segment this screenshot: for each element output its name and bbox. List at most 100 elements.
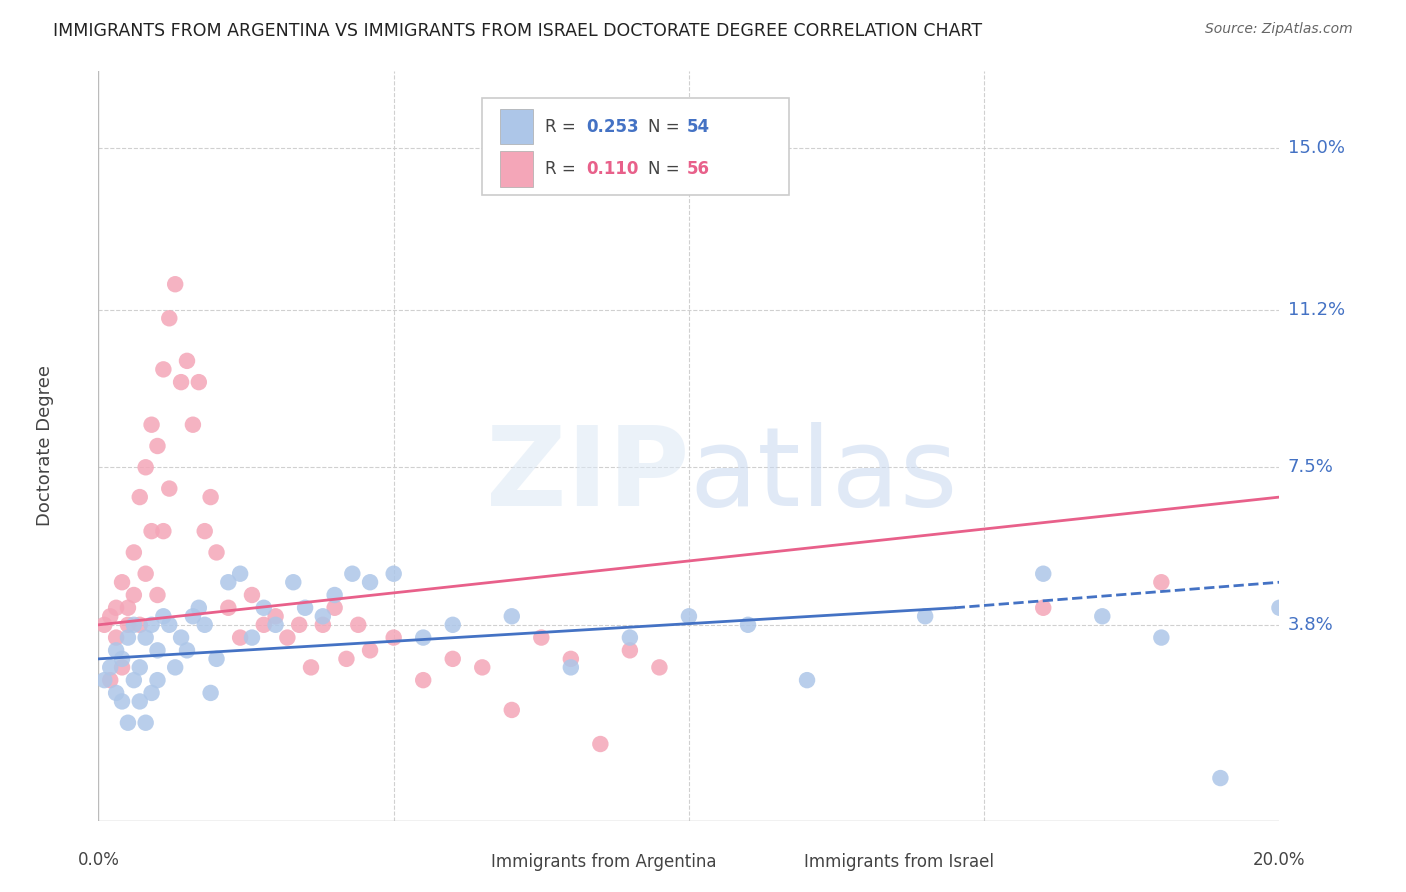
Point [1150,631,1173,645]
Point [1268,600,1291,615]
Bar [772,847,797,877]
Point [288,617,311,632]
Text: 54: 54 [686,118,710,136]
Point [796,673,818,688]
Text: 20.0%: 20.0% [1253,851,1306,869]
Point [98,609,121,624]
Point [165,660,187,674]
Point [412,673,434,688]
Point [105,686,128,700]
Point [335,652,357,666]
Point [589,737,612,751]
Point [105,643,128,657]
Point [264,617,287,632]
Point [240,588,263,602]
Point [560,660,582,674]
Point [135,460,157,475]
Point [501,609,523,624]
Point [187,600,209,615]
Point [501,703,523,717]
Point [141,417,163,432]
Point [530,631,553,645]
Point [128,660,150,674]
Point [117,631,139,645]
Point [111,575,134,590]
Point [217,575,239,590]
Bar [501,151,533,186]
Point [105,631,128,645]
Text: 56: 56 [686,160,710,178]
Point [117,617,139,632]
Point [141,686,163,700]
Point [1032,600,1054,615]
Point [93,617,115,632]
Point [359,643,381,657]
Point [471,660,494,674]
Point [283,575,305,590]
Point [441,652,464,666]
Point [181,417,204,432]
Text: atlas: atlas [689,423,957,530]
Point [187,375,209,389]
Point [135,715,157,730]
Point [205,652,228,666]
Point [128,694,150,708]
Text: Immigrants from Argentina: Immigrants from Argentina [491,853,716,871]
Point [1150,575,1173,590]
Point [205,545,228,559]
Point [170,375,193,389]
Point [122,673,145,688]
Point [914,609,936,624]
Point [111,652,134,666]
Point [176,643,198,657]
Point [152,609,174,624]
Point [276,631,298,645]
Text: N =: N = [648,118,685,136]
Point [229,566,252,581]
Text: Source: ZipAtlas.com: Source: ZipAtlas.com [1205,22,1353,37]
Point [678,609,700,624]
Point [323,588,346,602]
Point [229,631,252,645]
Point [165,277,187,292]
Point [294,600,316,615]
Point [135,631,157,645]
Text: 7.5%: 7.5% [1288,458,1334,476]
Point [1209,771,1232,785]
Point [98,660,121,674]
Point [152,524,174,538]
Point [264,609,287,624]
Point [117,600,139,615]
Point [181,609,204,624]
Point [240,631,263,645]
Point [1091,609,1114,624]
Point [122,588,145,602]
Point [170,631,193,645]
Point [299,660,322,674]
Point [253,617,276,632]
Point [323,600,346,615]
Text: R =: R = [546,160,581,178]
Point [111,694,134,708]
Point [135,566,157,581]
Point [312,617,335,632]
Point [382,566,405,581]
Bar [501,109,533,145]
Point [194,524,217,538]
Point [93,673,115,688]
Text: R =: R = [546,118,581,136]
Point [359,575,381,590]
Point [382,631,405,645]
Text: 11.2%: 11.2% [1288,301,1346,318]
Point [157,311,180,326]
Point [217,600,239,615]
Point [141,617,163,632]
Point [157,617,180,632]
Point [1032,566,1054,581]
Point [122,545,145,559]
Point [146,439,169,453]
Point [105,600,128,615]
Text: N =: N = [648,160,685,178]
Text: 15.0%: 15.0% [1288,139,1344,157]
Bar [458,847,485,877]
